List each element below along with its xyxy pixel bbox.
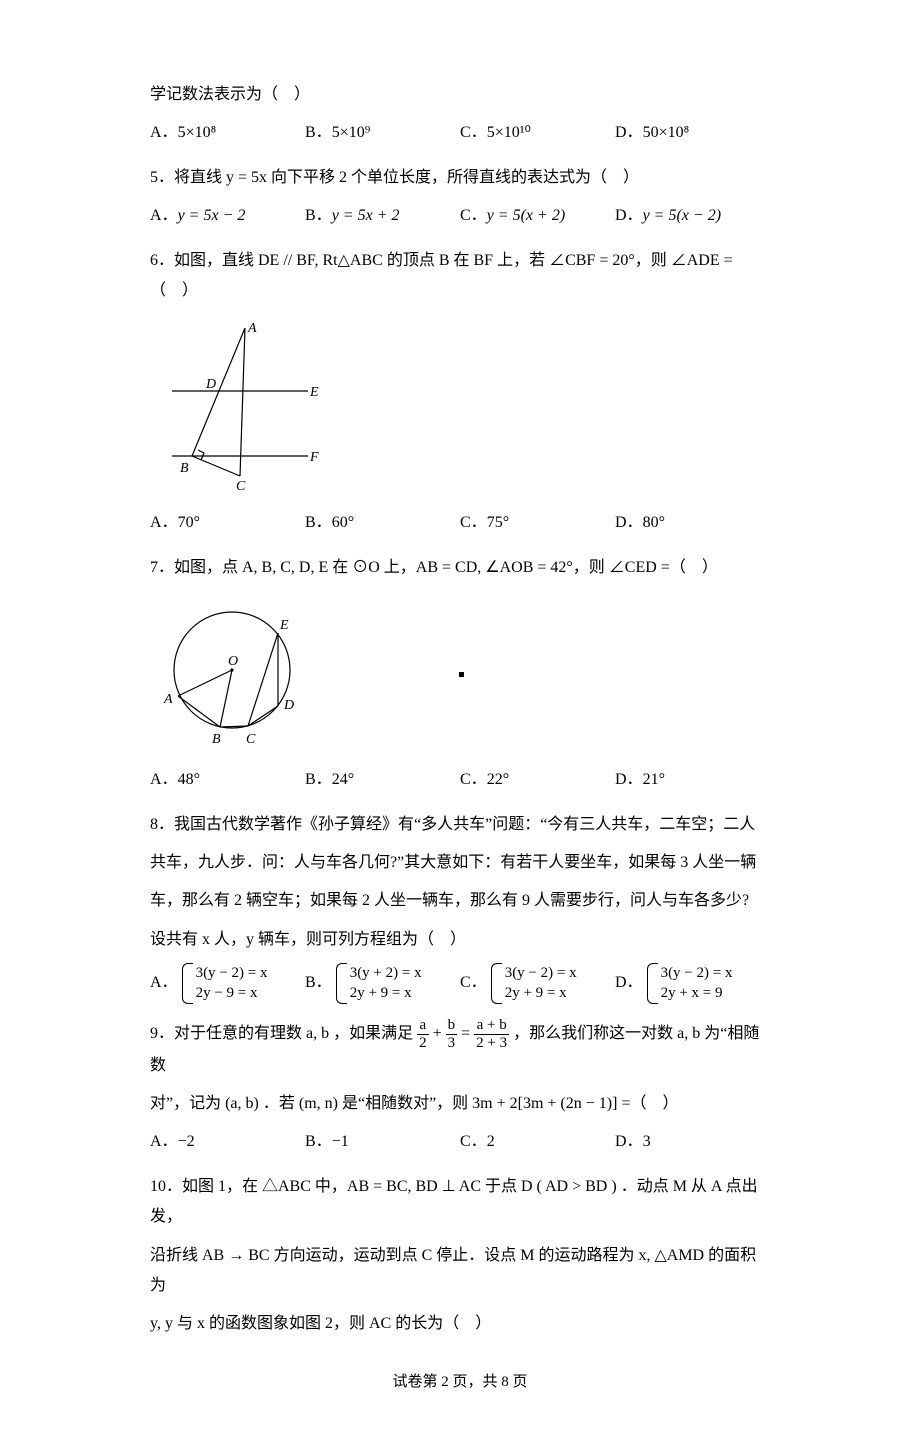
svg-text:B: B <box>180 461 189 476</box>
q7-stem: 7．如图，点 A, B, C, D, E 在 ⊙O 上，AB = CD, ∠AO… <box>150 553 770 583</box>
q6: 6．如图，直线 DE // BF, Rt△ABC 的顶点 B 在 BF 上，若 … <box>150 246 770 539</box>
frac-sum: a + b2 + 3 <box>474 1018 509 1051</box>
q6-choice-A: A．70° <box>150 508 305 538</box>
q7-svg: O A B C D E <box>150 593 320 753</box>
q6-stem: 6．如图，直线 DE // BF, Rt△ABC 的顶点 B 在 BF 上，若 … <box>150 246 770 307</box>
page-footer: 试卷第 2 页，共 8 页 <box>150 1368 770 1397</box>
q5-choice-A: A．y = 5x − 2 <box>150 201 305 231</box>
q6-choice-D: D．80° <box>615 508 770 538</box>
q4-choice-A: A．5×10⁸ <box>150 118 305 148</box>
q8-stem-l4: 设共有 x 人，y 辆车，则可列方程组为（ ） <box>150 925 770 955</box>
q9-choice-D: D．3 <box>615 1127 770 1157</box>
svg-text:C: C <box>246 732 256 747</box>
q7-choices: A．48° B．24° C．22° D．21° <box>150 765 770 795</box>
q9-choice-B: B．−1 <box>305 1127 460 1157</box>
svg-text:A: A <box>163 692 173 707</box>
q5: 5．将直线 y = 5x 向下平移 2 个单位长度，所得直线的表达式为（ ） A… <box>150 163 770 232</box>
q9: 9．对于任意的有理数 a, b ，如果满足 a2 + b3 = a + b2 +… <box>150 1018 770 1158</box>
brace-C: 3(y − 2) = x 2y + 9 = x <box>491 963 577 1004</box>
q8-choice-D: D． 3(y − 2) = x 2y + x = 9 <box>615 963 770 1004</box>
q8-stem-l2: 共车，九人步．问：人与车各几何?”其大意如下：有若干人要坐车，如果每 3 人坐一… <box>150 848 770 878</box>
q10-stem-l2: 沿折线 AB → BC 方向运动，运动到点 C 停止．设点 M 的运动路程为 x… <box>150 1241 770 1302</box>
q5-stem: 5．将直线 y = 5x 向下平移 2 个单位长度，所得直线的表达式为（ ） <box>150 163 770 193</box>
q4-B-val: 5×10⁹ <box>332 124 371 141</box>
brace-B: 3(y + 2) = x 2y + 9 = x <box>336 963 422 1004</box>
q4-A-val: 5×10⁸ <box>178 124 217 141</box>
q10-stem-l1: 10．如图 1，在 △ABC 中，AB = BC, BD ⊥ AC 于点 D (… <box>150 1172 770 1233</box>
q8-choice-B: B． 3(y + 2) = x 2y + 9 = x <box>305 963 460 1004</box>
q8-stem-l1: 8．我国古代数学著作《孙子算经》有“多人共车”问题：“今有三人共车，二车空；二人 <box>150 810 770 840</box>
svg-text:D: D <box>205 377 216 392</box>
svg-text:F: F <box>309 450 319 465</box>
q4-choices: A．5×10⁸ B．5×10⁹ C．5×10¹⁰ D．50×10⁸ <box>150 118 770 148</box>
q7-choice-C: C．22° <box>460 765 615 795</box>
q6-choice-C: C．75° <box>460 508 615 538</box>
q4-D-val: 50×10⁸ <box>643 124 690 141</box>
svg-text:E: E <box>309 385 319 400</box>
svg-text:C: C <box>236 479 246 494</box>
q8-choices: A． 3(y − 2) = x 2y − 9 = x B． 3(y + 2) =… <box>150 963 770 1004</box>
svg-text:E: E <box>279 618 289 633</box>
q9-choices: A．−2 B．−1 C．2 D．3 <box>150 1127 770 1157</box>
q8-choice-A: A． 3(y − 2) = x 2y − 9 = x <box>150 963 305 1004</box>
q8-choice-C: C． 3(y − 2) = x 2y + 9 = x <box>460 963 615 1004</box>
q6-svg: A D E B F C <box>150 316 330 496</box>
svg-text:B: B <box>212 732 221 747</box>
q4-choice-D: D．50×10⁸ <box>615 118 770 148</box>
q5-choices: A．y = 5x − 2 B．y = 5x + 2 C．y = 5(x + 2)… <box>150 201 770 231</box>
svg-text:D: D <box>283 698 294 713</box>
svg-text:A: A <box>247 321 257 336</box>
q10: 10．如图 1，在 △ABC 中，AB = BC, BD ⊥ AC 于点 D (… <box>150 1172 770 1340</box>
q4-tail: 学记数法表示为（ ） A．5×10⁸ B．5×10⁹ C．5×10¹⁰ D．50… <box>150 80 770 149</box>
q10-stem-l3: y, y 与 x 的函数图象如图 2，则 AC 的长为（ ） <box>150 1309 770 1339</box>
brace-A: 3(y − 2) = x 2y − 9 = x <box>182 963 268 1004</box>
brace-D: 3(y − 2) = x 2y + x = 9 <box>647 963 733 1004</box>
page-center-dot <box>459 659 465 665</box>
q4-choice-B: B．5×10⁹ <box>305 118 460 148</box>
q7-choice-A: A．48° <box>150 765 305 795</box>
q5-choice-D: D．y = 5(x − 2) <box>615 201 770 231</box>
q6-figure: A D E B F C <box>150 316 770 496</box>
q7-choice-D: D．21° <box>615 765 770 795</box>
q7-choice-B: B．24° <box>305 765 460 795</box>
q6-choices: A．70° B．60° C．75° D．80° <box>150 508 770 538</box>
exam-page: 学记数法表示为（ ） A．5×10⁸ B．5×10⁹ C．5×10¹⁰ D．50… <box>0 0 920 1436</box>
frac-a2: a2 <box>417 1018 429 1051</box>
q5-choice-C: C．y = 5(x + 2) <box>460 201 615 231</box>
q8: 8．我国古代数学著作《孙子算经》有“多人共车”问题：“今有三人共车，二车空；二人… <box>150 810 770 1004</box>
q6-choice-B: B．60° <box>305 508 460 538</box>
q8-stem-l3: 车，那么有 2 辆空车；如果每 2 人坐一辆车，那么有 9 人需要步行，问人与车… <box>150 886 770 916</box>
q4-stem-tail: 学记数法表示为（ ） <box>150 80 770 110</box>
q9-stem-l2: 对”，记为 (a, b) ．若 (m, n) 是“相随数对”，则 3m + 2[… <box>150 1089 770 1119</box>
frac-b3: b3 <box>446 1018 458 1051</box>
q9-stem-l1: 9．对于任意的有理数 a, b ，如果满足 a2 + b3 = a + b2 +… <box>150 1018 770 1081</box>
q9-choice-C: C．2 <box>460 1127 615 1157</box>
q9-choice-A: A．−2 <box>150 1127 305 1157</box>
q4-choice-C: C．5×10¹⁰ <box>460 118 615 148</box>
q4-C-val: 5×10¹⁰ <box>487 124 531 141</box>
q5-choice-B: B．y = 5x + 2 <box>305 201 460 231</box>
svg-text:O: O <box>228 654 238 669</box>
